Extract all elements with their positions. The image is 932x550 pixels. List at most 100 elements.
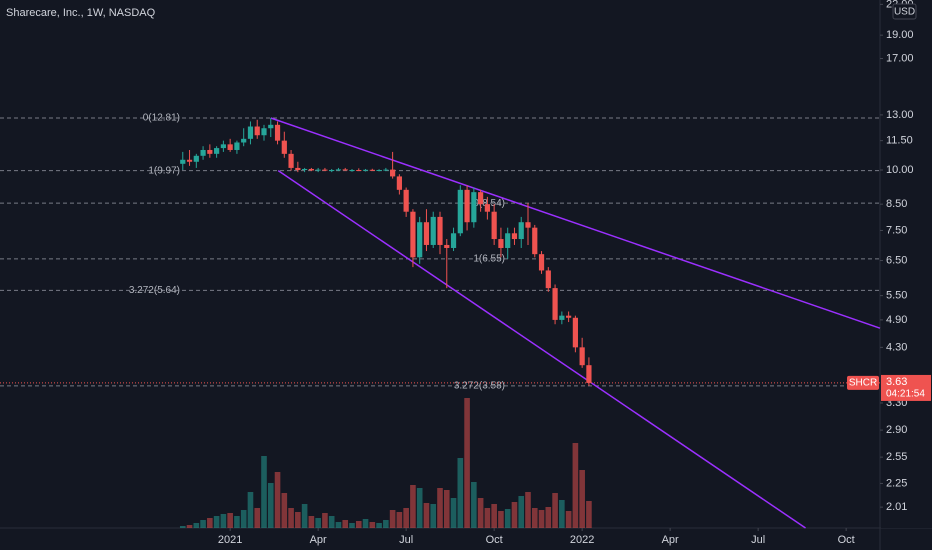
y-tick-label: 5.50 bbox=[886, 290, 907, 302]
candle-body bbox=[491, 211, 497, 240]
candle-body bbox=[268, 124, 274, 129]
volume-bar bbox=[457, 458, 464, 528]
volume-bar bbox=[410, 485, 416, 528]
x-tick-label: Apr bbox=[310, 534, 327, 546]
candle-body bbox=[450, 233, 457, 248]
candle-body bbox=[423, 222, 430, 245]
candle-body bbox=[471, 192, 477, 223]
volume-bar bbox=[274, 472, 281, 528]
candle-body bbox=[254, 126, 260, 136]
currency-badge bbox=[892, 3, 917, 20]
candle-body bbox=[518, 222, 524, 240]
candle-body bbox=[335, 169, 342, 171]
y-tick-label: 19.00 bbox=[886, 29, 914, 41]
candle-body bbox=[342, 169, 348, 171]
candle-body bbox=[322, 169, 328, 171]
candle-body bbox=[329, 170, 335, 172]
volume-bar bbox=[369, 522, 376, 528]
price-tag-countdown: 04:21:54 bbox=[886, 389, 925, 400]
candle-body bbox=[484, 204, 490, 212]
candle-body bbox=[572, 317, 578, 348]
candle-body bbox=[274, 124, 281, 141]
price-tag-value: 3.63 bbox=[886, 376, 907, 388]
candle-body bbox=[579, 347, 585, 366]
candle-body bbox=[234, 142, 240, 150]
volume-bar bbox=[477, 498, 484, 528]
volume-bar bbox=[430, 504, 437, 528]
volume-bar bbox=[464, 398, 470, 528]
candle-body bbox=[281, 140, 287, 154]
volume-bar bbox=[335, 522, 342, 528]
volume-bar bbox=[254, 508, 261, 528]
candle-body bbox=[349, 170, 355, 172]
candle-body bbox=[247, 126, 254, 139]
fib-label: 3.272(5.64) bbox=[129, 285, 180, 296]
candle-body bbox=[498, 239, 504, 248]
x-tick-label: 2021 bbox=[218, 534, 242, 546]
y-tick-label: 4.30 bbox=[886, 341, 907, 353]
candle-body bbox=[478, 192, 484, 205]
volume-bar bbox=[403, 508, 409, 528]
volume-bar bbox=[504, 509, 511, 528]
y-tick-label: 2.90 bbox=[886, 424, 907, 436]
volume-bar bbox=[471, 482, 477, 528]
volume-bar bbox=[518, 496, 525, 528]
volume-bar bbox=[484, 508, 491, 528]
fib-label: 0(12.81) bbox=[143, 113, 180, 124]
volume-bar bbox=[565, 511, 572, 528]
candle-body bbox=[227, 144, 233, 150]
y-tick-label: 13.00 bbox=[886, 109, 914, 121]
candle-body bbox=[532, 227, 538, 255]
x-tick-label: Apr bbox=[662, 534, 679, 546]
volume-bar bbox=[328, 516, 335, 528]
candle-body bbox=[220, 144, 226, 149]
volume-bar bbox=[525, 492, 531, 528]
volume-bar bbox=[491, 504, 497, 528]
x-tick-label: Oct bbox=[486, 534, 503, 546]
candle-body bbox=[586, 365, 592, 383]
fib-label: 1(6.55) bbox=[473, 254, 505, 265]
volume-bar bbox=[342, 520, 349, 528]
trendline bbox=[277, 170, 806, 529]
candle-body bbox=[464, 189, 470, 223]
candle-body bbox=[410, 211, 416, 258]
symbol-tag bbox=[847, 375, 879, 390]
y-tick-label: 8.50 bbox=[886, 198, 907, 210]
volume-bar bbox=[247, 492, 254, 528]
volume-bar bbox=[179, 526, 186, 528]
volume-bar bbox=[240, 510, 247, 528]
volume-bar bbox=[349, 523, 355, 528]
candle-body bbox=[457, 189, 463, 234]
candle-body bbox=[308, 168, 314, 171]
candle-body bbox=[566, 315, 572, 318]
candle-body bbox=[559, 315, 565, 320]
y-tick-label: 10.00 bbox=[886, 164, 914, 176]
volume-bar bbox=[308, 516, 315, 528]
candle-body bbox=[369, 169, 375, 171]
candle-body bbox=[241, 138, 247, 143]
volume-bar bbox=[552, 493, 558, 528]
candle-body bbox=[511, 233, 518, 240]
y-tick-label: 6.50 bbox=[886, 254, 907, 266]
y-tick-label: 2.25 bbox=[886, 477, 907, 489]
candle-body bbox=[396, 176, 402, 190]
candle-body bbox=[376, 170, 382, 172]
candle-body bbox=[403, 189, 409, 212]
volume-bar bbox=[227, 513, 233, 528]
volume-bar bbox=[362, 519, 369, 528]
volume-bar bbox=[315, 518, 321, 528]
trendline bbox=[270, 117, 881, 329]
candle-body bbox=[525, 222, 531, 228]
candle-body bbox=[288, 153, 294, 168]
candle-body bbox=[200, 149, 206, 156]
price-tag bbox=[881, 374, 931, 401]
volume-bar bbox=[586, 501, 592, 528]
volume-bar bbox=[559, 500, 565, 528]
volume-bar bbox=[579, 470, 585, 528]
volume-bar bbox=[531, 508, 538, 528]
volume-bar bbox=[288, 508, 294, 528]
y-tick-label: 7.50 bbox=[886, 224, 907, 236]
y-tick-label: 17.00 bbox=[886, 52, 914, 64]
volume-bar bbox=[200, 520, 206, 528]
candle-body bbox=[214, 148, 220, 154]
